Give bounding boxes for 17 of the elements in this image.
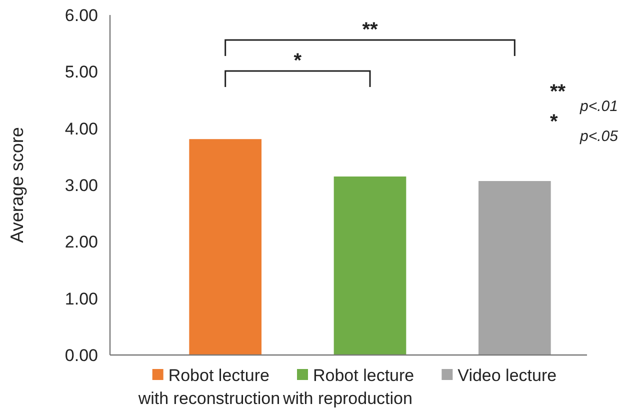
annotation: ** [362, 19, 378, 41]
x-tick-label: Robot lecture with reproduction [282, 366, 414, 408]
y-axis-title: Average score [7, 127, 27, 243]
y-tick-label: 0.00 [64, 346, 98, 365]
bar [334, 176, 406, 355]
y-tick-label: 5.00 [64, 62, 98, 82]
bar [478, 181, 551, 355]
y-tick-label: 4.00 [64, 119, 98, 138]
bar [189, 139, 262, 355]
y-tick-label: 6.00 [64, 6, 98, 25]
y-tick-label: 2.00 [64, 232, 98, 252]
annotation: ** $_{p<.01}$ [550, 81, 618, 114]
y-tick-label: 1.00 [64, 289, 98, 308]
x-tick-label: Video lecture [458, 366, 557, 385]
y-tick-label: 3.00 [64, 176, 98, 195]
annotation: * [294, 50, 302, 72]
x-tick-label: Robot lecture with reconstruction [137, 366, 280, 408]
